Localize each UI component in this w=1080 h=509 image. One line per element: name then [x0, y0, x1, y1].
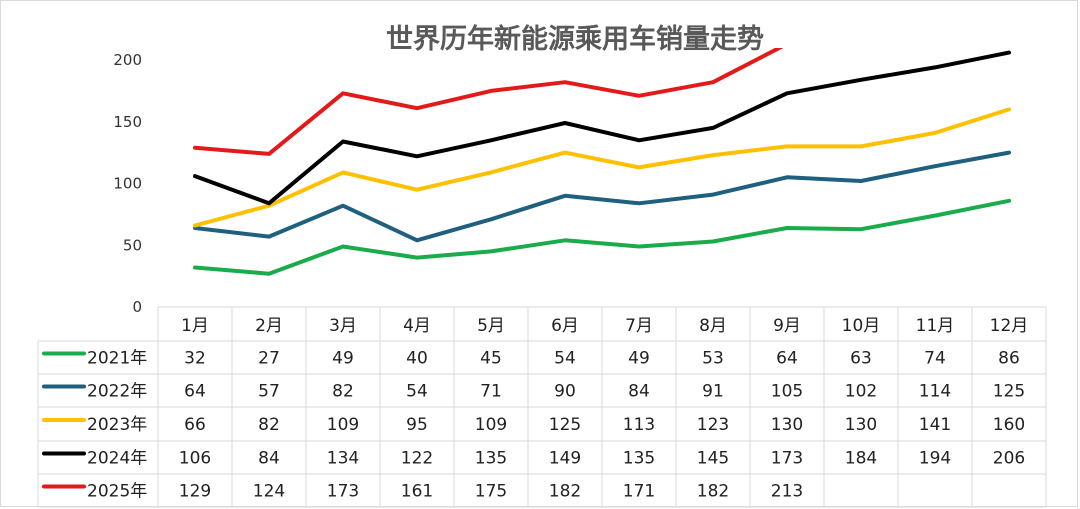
series-line	[193, 150, 1011, 243]
data-label: 135	[475, 449, 507, 469]
legend-label: 2022年	[87, 382, 147, 402]
y-tick-label: 100	[113, 175, 142, 193]
month-label: 12月	[990, 316, 1029, 336]
legend-label: 2024年	[87, 449, 147, 469]
data-label: 125	[549, 415, 581, 435]
data-label: 95	[406, 415, 428, 435]
data-label: 54	[406, 382, 428, 402]
data-label: 45	[480, 349, 502, 369]
y-tick-label: 150	[113, 113, 142, 131]
month-label: 4月	[403, 316, 431, 336]
data-label: 124	[253, 482, 285, 502]
series-line	[193, 198, 1011, 276]
data-label: 49	[332, 349, 354, 369]
data-label: 74	[924, 349, 946, 369]
data-label: 182	[549, 482, 581, 502]
data-label: 27	[258, 349, 280, 369]
data-label: 206	[993, 449, 1025, 469]
data-label: 173	[771, 449, 803, 469]
data-label: 182	[697, 482, 729, 502]
data-label: 86	[998, 349, 1020, 369]
data-label: 63	[850, 349, 872, 369]
month-label: 5月	[477, 316, 505, 336]
data-label: 91	[702, 382, 724, 402]
data-label: 123	[697, 415, 729, 435]
month-label: 9月	[773, 316, 801, 336]
data-label: 106	[179, 449, 211, 469]
data-label: 213	[771, 482, 803, 502]
data-label: 145	[697, 449, 729, 469]
data-label: 149	[549, 449, 581, 469]
data-label: 184	[845, 449, 877, 469]
data-label: 122	[401, 449, 433, 469]
data-label: 141	[919, 415, 951, 435]
series-line	[193, 107, 1011, 228]
data-label: 64	[776, 349, 798, 369]
data-label: 84	[258, 449, 280, 469]
month-label: 7月	[625, 316, 653, 336]
chart-title: 世界历年新能源乘用车销量走势	[386, 23, 764, 55]
data-label: 54	[554, 349, 576, 369]
data-label: 109	[475, 415, 507, 435]
series-line	[193, 50, 1011, 206]
data-label: 109	[327, 415, 359, 435]
data-label: 84	[628, 382, 650, 402]
data-label: 40	[406, 349, 428, 369]
month-label: 1月	[181, 316, 209, 336]
data-label: 173	[327, 482, 359, 502]
month-label: 10月	[842, 316, 881, 336]
legend-label: 2021年	[87, 349, 147, 369]
data-label: 82	[258, 415, 280, 435]
data-label: 194	[919, 449, 951, 469]
month-label: 8月	[699, 316, 727, 336]
data-label: 129	[179, 482, 211, 502]
data-label: 102	[845, 382, 877, 402]
data-label: 57	[258, 382, 280, 402]
data-label: 134	[327, 449, 359, 469]
series-line	[193, 48, 784, 156]
data-label: 171	[623, 482, 655, 502]
data-label: 32	[184, 349, 206, 369]
data-label: 82	[332, 382, 354, 402]
data-label: 105	[771, 382, 803, 402]
data-label: 90	[554, 382, 576, 402]
data-label: 160	[993, 415, 1025, 435]
data-label: 49	[628, 349, 650, 369]
data-label: 125	[993, 382, 1025, 402]
data-label: 175	[475, 482, 507, 502]
y-tick-label: 200	[113, 51, 142, 69]
data-label: 161	[401, 482, 433, 502]
legend-label: 2025年	[87, 482, 147, 502]
data-label: 130	[771, 415, 803, 435]
data-label: 53	[702, 349, 724, 369]
data-label: 113	[623, 415, 655, 435]
month-label: 11月	[916, 316, 955, 336]
data-label: 66	[184, 415, 206, 435]
data-label: 114	[919, 382, 951, 402]
month-label: 6月	[551, 316, 579, 336]
data-label: 130	[845, 415, 877, 435]
data-label: 64	[184, 382, 206, 402]
legend-label: 2023年	[87, 415, 147, 435]
data-label: 71	[480, 382, 502, 402]
y-tick-label: 0	[132, 298, 142, 316]
y-tick-label: 50	[123, 236, 142, 254]
month-label: 2月	[255, 316, 283, 336]
month-label: 3月	[329, 316, 357, 336]
data-label: 135	[623, 449, 655, 469]
